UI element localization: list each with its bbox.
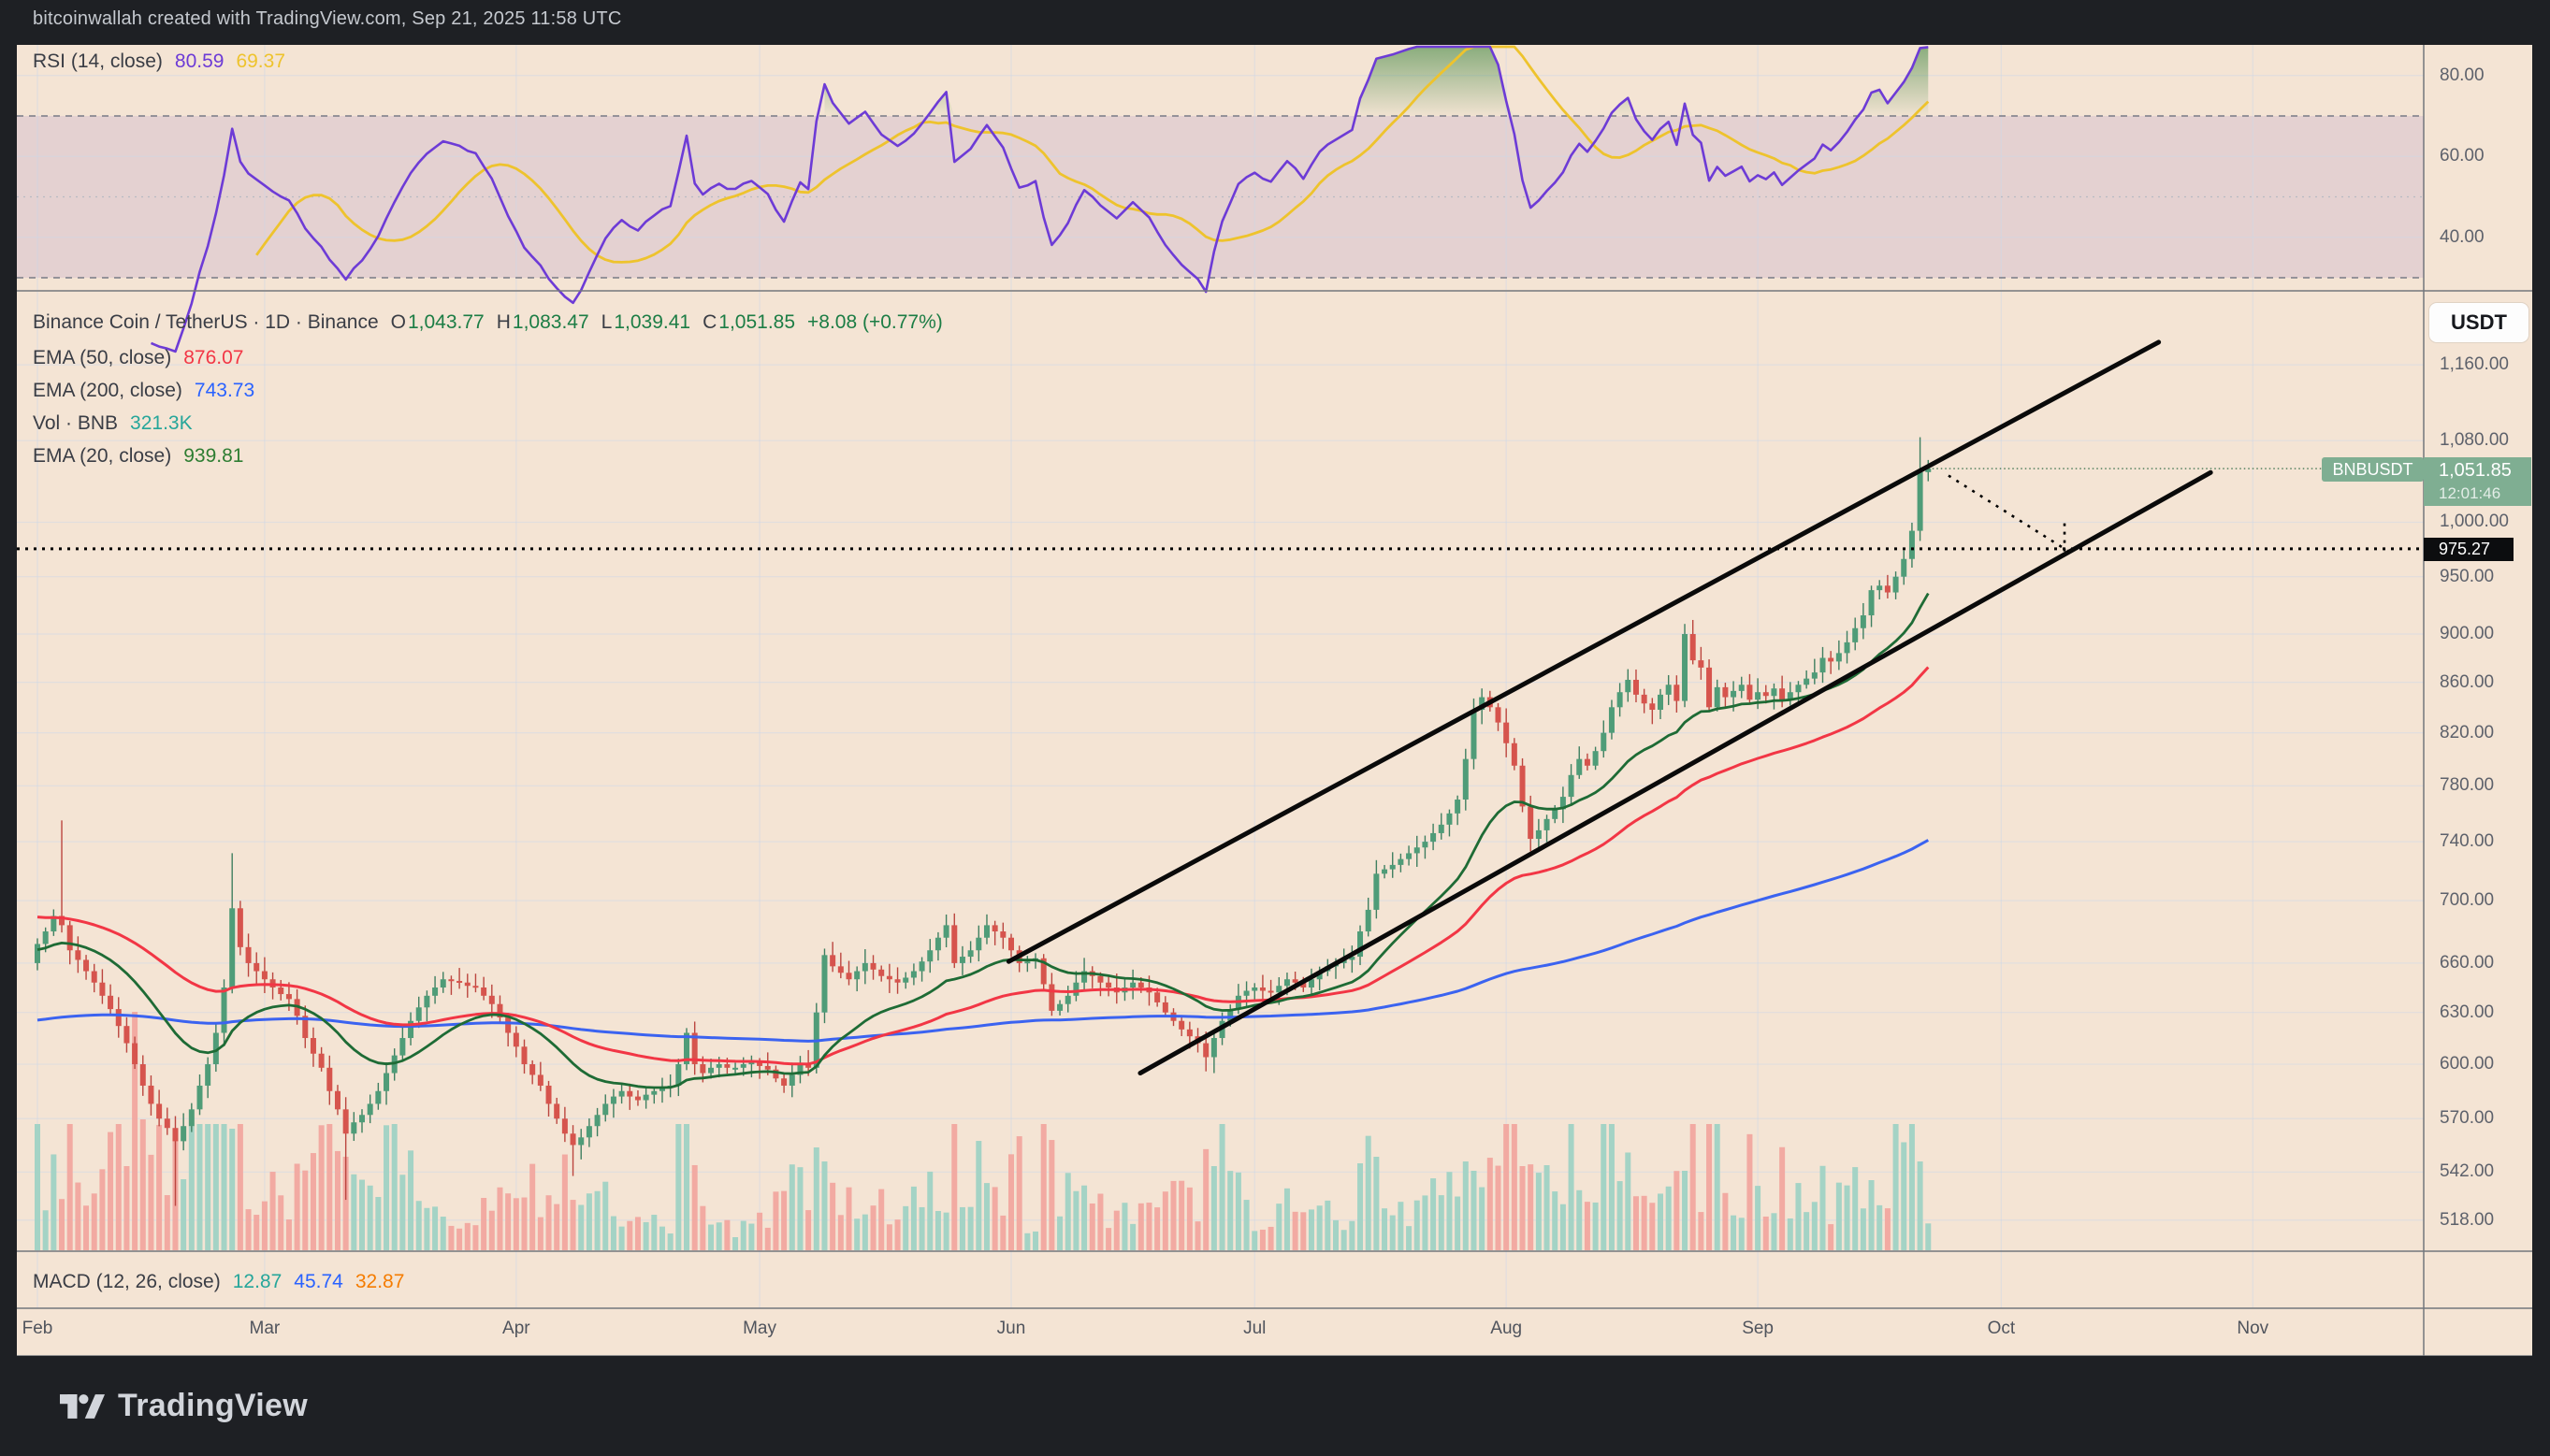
indicator-value: 743.73 xyxy=(194,380,255,401)
level-price-tag: 975.27 xyxy=(2424,538,2514,561)
indicator-row-ema50[interactable]: EMA (50, close) 876.07 xyxy=(33,345,243,371)
indicator-label: EMA (20, close) xyxy=(33,445,172,467)
time-axis-month: Nov xyxy=(2237,1319,2269,1338)
price-axis-label: 950.00 xyxy=(2440,566,2495,586)
rsi-axis-label: 40.00 xyxy=(2440,226,2485,247)
symbol-title: Binance Coin / TetherUS · 1D · Binance xyxy=(33,311,379,333)
rsi-legend-label: RSI (14, close) xyxy=(33,50,163,72)
ohlc-open: O1,043.77 xyxy=(390,311,485,333)
price-axis-label: 1,000.00 xyxy=(2440,512,2509,532)
price-axis-label: 1,160.00 xyxy=(2440,354,2509,375)
indicator-row-ema20[interactable]: EMA (20, close) 939.81 xyxy=(33,443,243,469)
indicator-value: 321.3K xyxy=(130,412,193,434)
price-axis-label: 518.00 xyxy=(2440,1209,2495,1230)
macd-signal-value: 45.74 xyxy=(294,1271,343,1292)
symbol-price-flag: BNBUSDT xyxy=(2322,457,2424,482)
macd-legend[interactable]: MACD (12, 26, close) 12.87 45.74 32.87 xyxy=(33,1269,404,1295)
ohlc-low: L1,039.41 xyxy=(601,311,691,333)
price-axis-label: 780.00 xyxy=(2440,775,2495,796)
time-axis-month: Sep xyxy=(1742,1319,1774,1338)
price-axis-label: 570.00 xyxy=(2440,1108,2495,1129)
indicator-row-ema200[interactable]: EMA (200, close) 743.73 xyxy=(33,378,254,404)
indicator-label: EMA (50, close) xyxy=(33,347,172,368)
last-price-value: 1,051.85 xyxy=(2439,460,2512,481)
time-axis-month: Aug xyxy=(1490,1319,1523,1338)
indicator-value: 939.81 xyxy=(183,445,244,467)
indicator-label: EMA (200, close) xyxy=(33,380,182,401)
indicator-label: Vol · BNB xyxy=(33,412,119,434)
bar-countdown: 12:01:46 xyxy=(2439,484,2501,502)
rsi-ma-value: 69.37 xyxy=(236,50,286,72)
indicator-row-volume[interactable]: Vol · BNB 321.3K xyxy=(33,411,193,437)
price-axis-label: 700.00 xyxy=(2440,890,2495,911)
rsi-axis-label: 80.00 xyxy=(2440,65,2485,85)
currency-toggle-button[interactable]: USDT xyxy=(2429,303,2528,342)
title-bar: bitcoinwallah created with TradingView.c… xyxy=(33,8,621,30)
price-axis-label: 660.00 xyxy=(2440,952,2495,973)
rsi-legend[interactable]: RSI (14, close) 80.59 69.37 xyxy=(33,49,285,75)
footer-bar: TradingView xyxy=(0,1356,2550,1456)
time-axis-month: Oct xyxy=(1987,1319,2016,1338)
tradingview-logo-icon[interactable] xyxy=(60,1388,105,1425)
macd-value: 12.87 xyxy=(232,1271,283,1292)
price-axis-label: 900.00 xyxy=(2440,624,2495,644)
time-axis-month: Apr xyxy=(502,1319,530,1338)
price-axis-label: 630.00 xyxy=(2440,1002,2495,1022)
indicator-value: 876.07 xyxy=(183,347,244,368)
macd-legend-label: MACD (12, 26, close) xyxy=(33,1271,221,1292)
change-value: +8.08 (+0.77%) xyxy=(807,311,943,333)
price-axis-label: 740.00 xyxy=(2440,831,2495,852)
time-axis-month: Jul xyxy=(1243,1319,1267,1338)
last-price-tag: 1,051.85 12:01:46 xyxy=(2424,457,2531,506)
symbol-legend[interactable]: Binance Coin / TetherUS · 1D · Binance O… xyxy=(33,310,943,336)
title-text: bitcoinwallah created with TradingView.c… xyxy=(33,8,622,29)
time-axis-month: Mar xyxy=(249,1319,281,1338)
tradingview-wordmark[interactable]: TradingView xyxy=(118,1388,308,1423)
time-axis-month: Jun xyxy=(996,1319,1026,1338)
macd-hist-value: 32.87 xyxy=(355,1271,405,1292)
price-axis-label: 542.00 xyxy=(2440,1161,2495,1182)
time-axis-month: Feb xyxy=(22,1319,53,1338)
ohlc-high: H1,083.47 xyxy=(496,311,589,333)
rsi-axis-label: 60.00 xyxy=(2440,146,2485,166)
time-axis-month: May xyxy=(743,1319,777,1338)
rsi-value: 80.59 xyxy=(174,50,225,72)
price-axis-label: 860.00 xyxy=(2440,671,2495,692)
price-axis-label: 820.00 xyxy=(2440,722,2495,742)
price-axis-label: 600.00 xyxy=(2440,1054,2495,1074)
price-axis-label: 1,080.00 xyxy=(2440,430,2509,451)
ohlc-close: C1,051.85 xyxy=(703,311,796,333)
